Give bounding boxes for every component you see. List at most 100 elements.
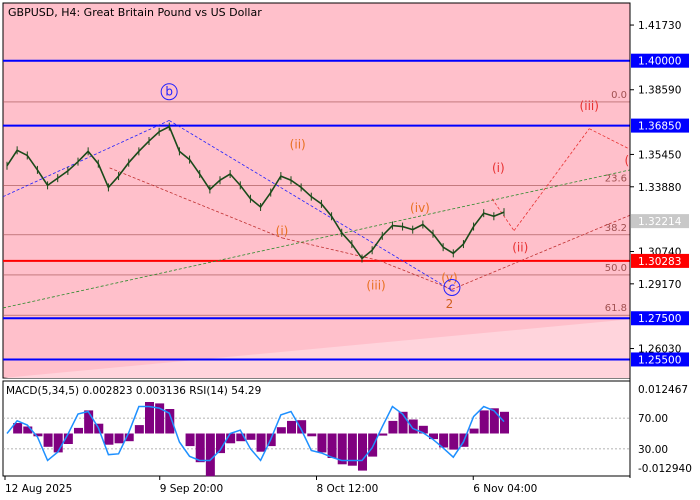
macd-bar: [23, 426, 33, 434]
rsi-line: [6, 405, 505, 462]
level-tag-label: 1.36850: [638, 121, 681, 133]
wave-label: (ii): [290, 137, 306, 151]
macd-bar: [307, 433, 317, 437]
current-price-tag: [631, 214, 689, 229]
indicator-panel: [2, 380, 631, 477]
macd-bar: [114, 433, 124, 444]
chart-header: GBPUSD, H4: Great Britain Pound vs US Do…: [8, 6, 262, 19]
indicator-header: MACD(5,34,5) 0.002823 0.003136 RSI(14) 5…: [6, 385, 261, 397]
level-tag-label: 1.40000: [638, 56, 681, 68]
wave-label: (i): [276, 224, 289, 238]
macd-bar: [124, 433, 134, 442]
macd-bar: [347, 433, 357, 466]
macd-bar: [327, 433, 337, 458]
macd-bar: [53, 433, 63, 453]
wave-circle: [443, 278, 461, 296]
wave-line-b: [2, 120, 170, 198]
forecast-path: [491, 198, 515, 231]
macd-bar: [226, 433, 236, 444]
wave-circle: [160, 83, 178, 101]
indicator-tick-label: 70.00: [638, 413, 668, 425]
macd-bar: [155, 403, 165, 434]
wave-label: (ii): [512, 240, 528, 254]
macd-bar: [33, 433, 43, 437]
fib-label: 38.2: [605, 223, 627, 234]
macd-bar: [104, 433, 114, 445]
macd-bar: [195, 433, 205, 463]
price-series: [6, 125, 505, 260]
channel-segment: [379, 260, 453, 290]
fib-label: 61.8: [605, 303, 627, 314]
fib-label: 0.0: [611, 90, 627, 101]
axis-bg: [630, 3, 700, 500]
macd-bar: [378, 433, 388, 436]
wave-label: (i): [492, 161, 505, 175]
macd-bar: [134, 425, 144, 434]
macd-bar: [398, 411, 408, 434]
wave-label: c: [449, 280, 456, 294]
price-tick-label: 1.35450: [638, 149, 681, 161]
level-tag: [631, 311, 689, 326]
macd-bar: [84, 410, 94, 434]
macd-bar: [337, 433, 347, 465]
macd-bar: [145, 402, 154, 434]
macd-bar: [368, 433, 378, 457]
macd-bar: [439, 433, 449, 448]
macd-bar: [297, 420, 307, 434]
macd-bar: [500, 411, 509, 434]
macd-bar: [408, 419, 418, 434]
level-tag: [631, 118, 689, 133]
main-panel-bg: [2, 2, 631, 379]
macd-bar: [236, 433, 246, 442]
level-tag-label: 1.27500: [638, 313, 681, 325]
macd-bar: [418, 425, 428, 434]
macd-bar: [317, 433, 327, 453]
price-tick-label: 1.41730: [638, 20, 681, 32]
indicator-tick-label: 30.00: [638, 444, 668, 456]
macd-bar: [216, 433, 225, 454]
wave-label: (v): [441, 271, 457, 285]
indicator-tick-label: -0.012940: [638, 463, 692, 475]
macd-bar: [185, 433, 195, 447]
macd-bar: [469, 428, 479, 434]
channel-upper: [109, 167, 283, 239]
wave-label: (iv): [410, 201, 430, 215]
forecast-path: [513, 128, 590, 231]
macd-bar: [388, 420, 398, 434]
macd-bar: [13, 423, 23, 434]
level-tag-label: 1.30283: [638, 256, 681, 268]
macd-bar: [256, 433, 266, 452]
time-label: 6 Nov 04:00: [473, 483, 537, 495]
wave-label: 2: [446, 297, 454, 311]
fib-label: 50.0: [605, 263, 627, 274]
time-label: 9 Sep 20:00: [160, 483, 223, 495]
time-label: 8 Oct 12:00: [317, 483, 379, 495]
macd-bar: [246, 433, 256, 440]
macd-bar: [479, 410, 489, 434]
trend-green: [2, 169, 631, 309]
price-tick-label: 1.38590: [638, 85, 681, 97]
wave-label: (: [625, 154, 630, 168]
channel-segment: [281, 237, 380, 261]
macd-bar: [489, 408, 499, 434]
macd-bar: [63, 433, 73, 444]
macd-bar: [276, 427, 286, 434]
price-tick-label: 1.29170: [638, 279, 681, 291]
fib-label: 23.6: [605, 173, 627, 184]
level-tag: [631, 253, 689, 268]
macd-bar: [287, 420, 296, 434]
macd-bar: [43, 433, 53, 447]
forecast-path: [589, 128, 631, 150]
macd-bar: [449, 433, 459, 450]
current-price-label: 1.32214: [638, 216, 682, 228]
indicator-tick-label: 0.012467: [638, 384, 688, 396]
macd-bar: [165, 409, 175, 434]
macd-bar: [429, 433, 438, 440]
level-tag: [631, 352, 689, 367]
price-tick-label: 1.33880: [638, 182, 681, 194]
macd-bar: [74, 427, 83, 434]
macd-bar: [205, 433, 215, 477]
wave-label: b: [165, 85, 173, 99]
macd-bar: [358, 433, 367, 471]
